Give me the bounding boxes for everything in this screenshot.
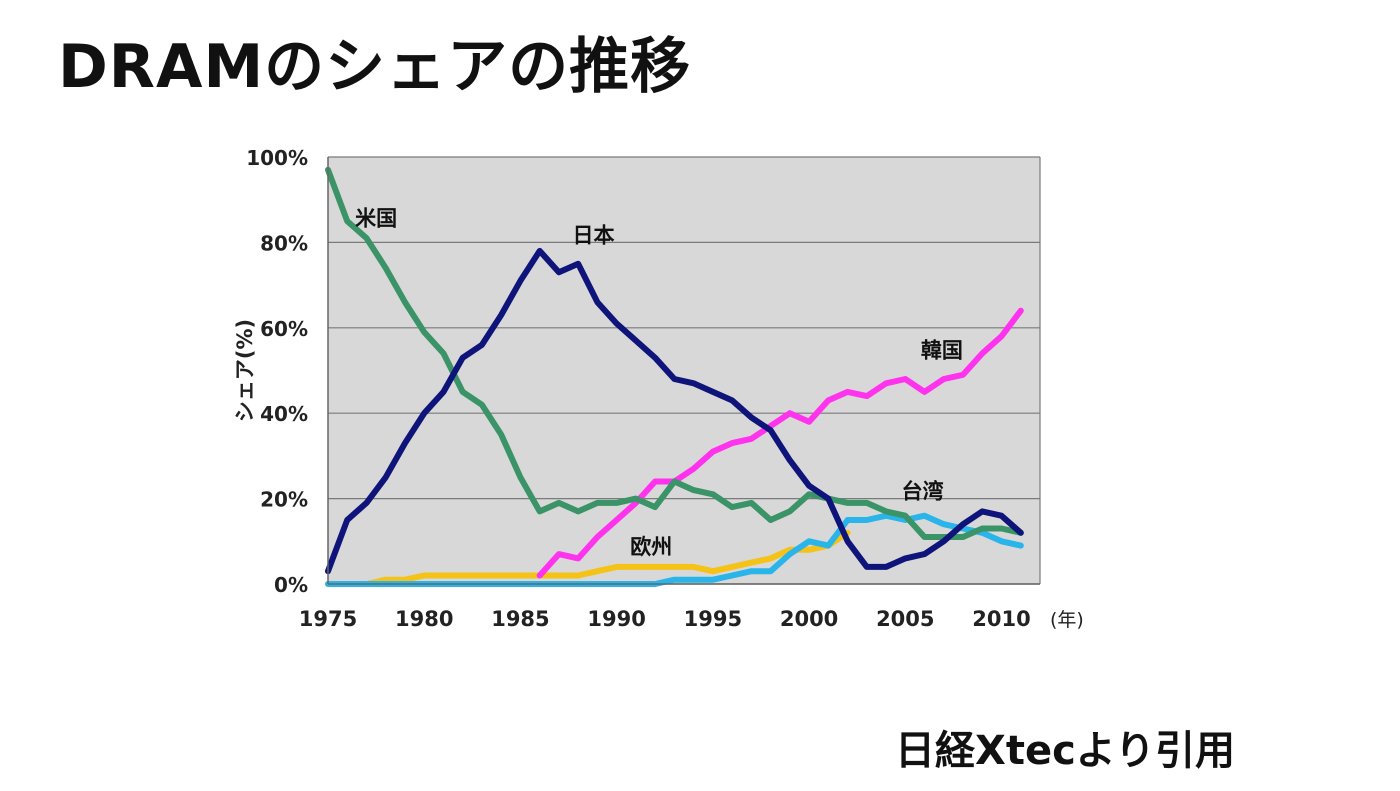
x-tick-label: 2000 (780, 607, 838, 631)
plot-area (328, 157, 1040, 584)
series-line-europe (325, 529, 851, 587)
series-line-korea (536, 307, 1024, 579)
x-tick-label: 1975 (299, 607, 357, 631)
y-tick-label: 80% (260, 231, 308, 255)
x-unit-label: (年) (1050, 609, 1084, 631)
x-tick-label: 1985 (491, 607, 549, 631)
series-label-korea: 韓国 (921, 339, 963, 363)
y-tick-label: 40% (260, 402, 308, 426)
x-tick-label: 1980 (395, 607, 453, 631)
x-tick-label: 2010 (972, 607, 1030, 631)
series-line-usa (325, 166, 1024, 540)
y-tick-label: 100% (246, 146, 308, 170)
series-lines (325, 166, 1024, 587)
series-label-japan: 日本 (573, 223, 615, 247)
x-tick-label: 1995 (684, 607, 742, 631)
slide-title: DRAMのシェアの推移 (58, 32, 692, 102)
series-label-taiwan: 台湾 (902, 480, 944, 504)
x-tick-label: 1990 (587, 607, 645, 631)
y-tick-label: 20% (260, 488, 308, 512)
source-credit: 日経Xtecより引用 (895, 728, 1236, 774)
y-axis-label: シェア(%) (233, 319, 257, 422)
x-tick-label: 2005 (876, 607, 934, 631)
y-tick-label: 0% (274, 573, 308, 597)
series-line-japan (325, 247, 1024, 575)
axes: 0% 20% 40% 60% 80% 100% 1975 1980 1985 1990 1995 20… (233, 146, 1084, 631)
series-label-usa: 米国 (355, 206, 397, 230)
y-tick-label: 60% (260, 317, 308, 341)
series-label-europe: 欧州 (630, 535, 672, 559)
